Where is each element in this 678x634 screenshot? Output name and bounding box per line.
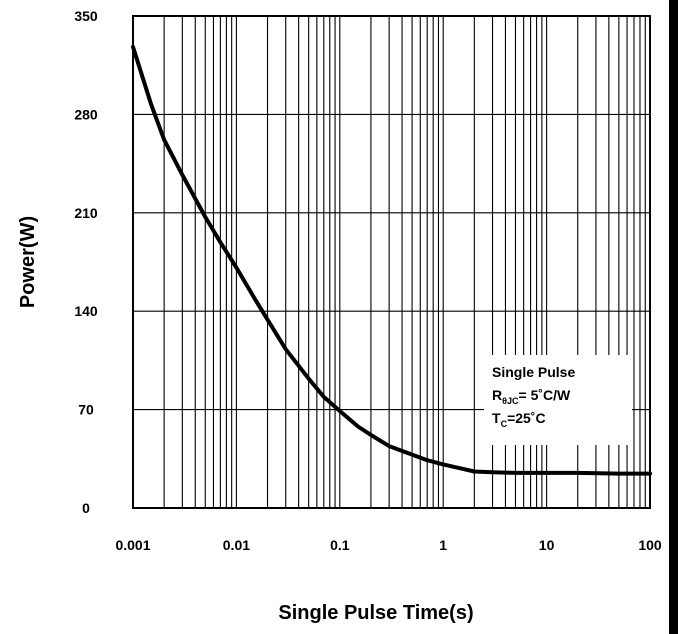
annotation-background	[484, 355, 632, 445]
series-layer	[131, 44, 652, 476]
y-tick-label: 210	[74, 205, 98, 221]
y-tick-label: 140	[74, 303, 98, 319]
x-tick-label: 0.001	[115, 537, 150, 553]
x-tick-labels: 0.001 0.01 0.1 1 10 100	[115, 537, 661, 553]
y-axis-label: Power(W)	[17, 216, 39, 308]
annotation-box: Single Pulse RθJC= 5˚C/W TC=25˚C	[484, 355, 632, 445]
annotation-line: TC=25˚C	[492, 410, 546, 429]
plot-frame	[132, 15, 651, 509]
x-tick-label: 0.1	[330, 537, 350, 553]
y-tick-label: 280	[74, 106, 98, 122]
x-tick-label: 1	[439, 537, 447, 553]
x-tick-label: 0.01	[223, 537, 250, 553]
x-tick-label: 100	[638, 537, 662, 553]
x-axis-label: Single Pulse Time(s)	[278, 602, 473, 624]
annotation-line: Single Pulse	[492, 364, 575, 380]
power-curve-line	[131, 44, 652, 476]
y-tick-labels: 0 70 140 210 280 350	[74, 8, 98, 516]
y-tick-label: 350	[74, 8, 98, 24]
x-tick-label: 10	[539, 537, 555, 553]
annotation-line: RθJC= 5˚C/W	[492, 387, 571, 406]
right-edge-bar	[669, 0, 678, 634]
y-tick-label: 0	[82, 500, 90, 516]
y-tick-label: 70	[78, 402, 94, 418]
